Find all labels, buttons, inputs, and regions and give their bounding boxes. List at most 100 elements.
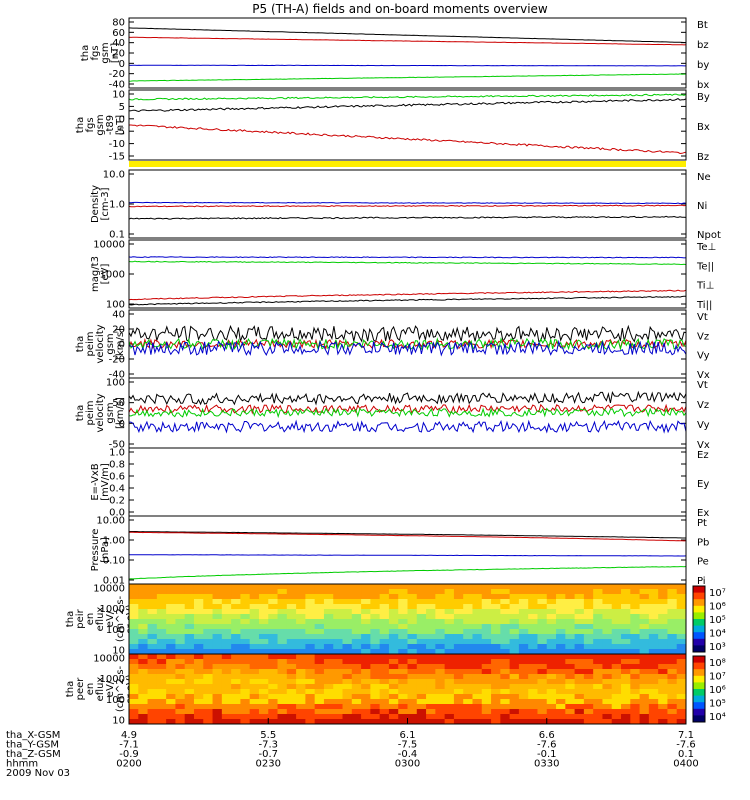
heat-cell [556, 629, 566, 635]
heat-cell [491, 689, 501, 695]
heat-cell [546, 694, 557, 700]
heat-cell [658, 624, 668, 630]
heat-cell [231, 619, 241, 625]
heat-cell [426, 679, 436, 685]
orbit-value: -0.9 [119, 749, 139, 760]
heat-cell [296, 679, 306, 685]
heat-cell [426, 689, 436, 695]
heat-cell [398, 619, 408, 625]
heat-cell [676, 699, 687, 705]
heat-cell [648, 654, 659, 660]
heat-cell [398, 684, 408, 690]
heat-cell [240, 589, 251, 595]
heat-cell [426, 709, 436, 715]
heat-cell [129, 629, 139, 635]
ylabel-text: tha [65, 611, 76, 627]
heat-cell [361, 694, 371, 700]
heat-cell [398, 654, 408, 660]
heat-cell [528, 584, 538, 590]
heat-cell [481, 624, 492, 630]
heat-cell [491, 704, 501, 710]
heat-cell [658, 599, 668, 605]
heat-cell [491, 669, 501, 675]
heat-cell [574, 604, 585, 610]
heat-cell [491, 594, 501, 600]
heat-cell [491, 714, 501, 720]
heat-cell [240, 704, 251, 710]
heat-cell [648, 644, 659, 650]
heat-cell [463, 674, 473, 680]
heat-cell [407, 604, 418, 610]
colorbar-cell [693, 715, 705, 723]
heat-cell [639, 614, 650, 620]
heat-cell [212, 594, 223, 600]
heat-cell [602, 619, 613, 625]
heat-cell [258, 689, 269, 695]
heat-cell [175, 704, 186, 710]
heat-cell [667, 679, 678, 685]
ylabel-text: tha [80, 45, 91, 61]
heat-cell [398, 679, 408, 685]
heat-cell [435, 689, 446, 695]
heat-cell [639, 684, 650, 690]
heat-cell [416, 619, 427, 625]
heat-cell [491, 709, 501, 715]
heat-cell [138, 619, 149, 625]
heat-cell [333, 634, 344, 640]
panel-peir: thapeirenefluxeV/(cm^2-s-sr-eV)100001000… [65, 583, 726, 657]
heat-cell [611, 689, 622, 695]
heat-cell [231, 614, 241, 620]
heat-cell [129, 669, 139, 675]
heat-cell [426, 719, 436, 725]
heat-cell [583, 694, 594, 700]
heat-cell [221, 629, 232, 635]
heat-cell [407, 689, 418, 695]
heat-cell [398, 704, 408, 710]
legend-Ex: Ex [697, 508, 709, 519]
heat-cell [398, 594, 408, 600]
ytick-label: 0.6 [109, 472, 125, 483]
heat-cell [147, 699, 158, 705]
heat-cell [138, 629, 149, 635]
heat-cell [361, 719, 371, 725]
heat-cell [630, 634, 641, 640]
heat-cell [583, 649, 594, 655]
heat-cell [518, 659, 529, 665]
heat-cell [221, 684, 232, 690]
heat-cell [435, 614, 446, 620]
heat-cell [546, 584, 557, 590]
heat-cell [426, 604, 436, 610]
legend-Vx: Vx [697, 370, 710, 381]
heat-cell [342, 679, 353, 685]
heat-cell [509, 709, 520, 715]
heat-cell [305, 594, 316, 600]
heat-cell [166, 704, 176, 710]
heat-cell [639, 644, 650, 650]
heat-cell [472, 609, 483, 615]
heat-cell [398, 624, 408, 630]
heat-cell [593, 594, 603, 600]
heat-cell [435, 664, 446, 670]
heat-cell [667, 664, 678, 670]
heat-cell [379, 699, 390, 705]
heat-cell [221, 584, 232, 590]
heat-cell [212, 719, 223, 725]
legend-Vt: Vt [697, 380, 708, 391]
ytick-label: -10 [109, 139, 125, 150]
heat-cell [333, 589, 344, 595]
orbit-value: 0300 [395, 759, 420, 770]
heat-cell [463, 619, 473, 625]
heat-cell [193, 639, 204, 645]
heat-cell [342, 599, 353, 605]
heat-cell [370, 659, 381, 665]
heat-cell [351, 584, 362, 590]
heat-cell [463, 614, 473, 620]
heat-cell [630, 669, 641, 675]
heat-cell [667, 594, 678, 600]
heat-cell [333, 599, 344, 605]
heat-cell [583, 599, 594, 605]
heat-cell [240, 659, 251, 665]
heat-cell [212, 614, 223, 620]
heat-cell [658, 629, 668, 635]
